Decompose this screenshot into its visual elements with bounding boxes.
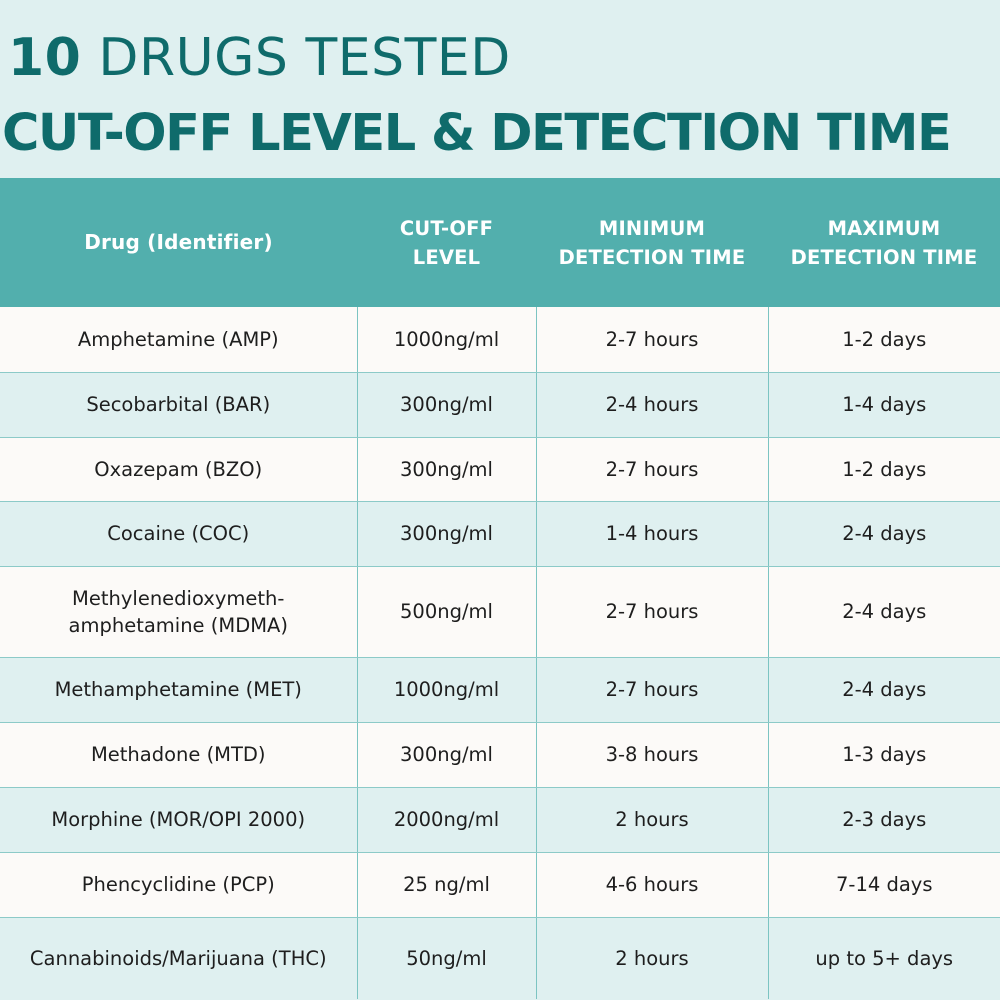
cell-drug-text: Methylenedioxymeth-amphetamine (MDMA): [68, 586, 288, 637]
cell-max-time: 1-4 days: [768, 372, 1000, 438]
table-row: Methylenedioxymeth-amphetamine (MDMA) 50…: [0, 566, 1000, 658]
cell-min-time: 2 hours: [536, 917, 769, 999]
cell-min-time: 3-8 hours: [536, 722, 769, 788]
table-body: Amphetamine (AMP) 1000ng/ml 2-7 hours 1-…: [0, 307, 1000, 999]
header-drug: Drug (Identifier): [84, 230, 273, 254]
table-header-row: Drug (Identifier) CUT-OFF LEVEL MINIMUM …: [0, 178, 1000, 307]
cell-min-time: 4-6 hours: [536, 852, 769, 918]
cell-max-time: 1-3 days: [768, 722, 1000, 788]
header-cutoff: CUT-OFF LEVEL: [357, 178, 536, 307]
cell-cutoff: 300ng/ml: [357, 437, 537, 502]
cell-cutoff: 500ng/ml: [357, 566, 537, 658]
table-row: Phencyclidine (PCP) 25 ng/ml 4-6 hours 7…: [0, 852, 1000, 918]
table-row: Methadone (MTD) 300ng/ml 3-8 hours 1-3 d…: [0, 722, 1000, 788]
cell-max-time: 1-2 days: [768, 307, 1000, 373]
page-title: 10 DRUGS TESTED: [8, 28, 511, 88]
cell-max-time: 2-3 days: [768, 787, 1000, 853]
cell-cutoff: 1000ng/ml: [357, 657, 537, 723]
cell-max-time: 2-4 days: [768, 566, 1000, 658]
title-text: DRUGS TESTED: [98, 28, 511, 88]
cell-cutoff: 2000ng/ml: [357, 787, 537, 853]
cell-min-time: 2-4 hours: [536, 372, 769, 438]
drug-table: Drug (Identifier) CUT-OFF LEVEL MINIMUM …: [0, 178, 1000, 999]
cell-drug: Phencyclidine (PCP): [0, 852, 358, 918]
table-row: Cannabinoids/Marijuana (THC) 50ng/ml 2 h…: [0, 917, 1000, 999]
header-cutoff-label: CUT-OFF LEVEL: [399, 216, 494, 269]
cell-drug: Cocaine (COC): [0, 501, 358, 567]
table-row: Amphetamine (AMP) 1000ng/ml 2-7 hours 1-…: [0, 307, 1000, 373]
cell-drug: Oxazepam (BZO): [0, 437, 358, 502]
cell-max-time: 2-4 days: [768, 657, 1000, 723]
cell-drug: Morphine (MOR/OPI 2000): [0, 787, 358, 853]
cell-max-time: 2-4 days: [768, 501, 1000, 567]
cell-min-time: 2-7 hours: [536, 437, 769, 502]
drug-count: 10: [8, 28, 82, 88]
cell-max-time: 7-14 days: [768, 852, 1000, 918]
cell-cutoff: 300ng/ml: [357, 722, 537, 788]
cell-min-time: 2-7 hours: [536, 657, 769, 723]
cell-cutoff: 25 ng/ml: [357, 852, 537, 918]
cell-cutoff: 50ng/ml: [357, 917, 537, 999]
cell-cutoff: 300ng/ml: [357, 372, 537, 438]
cell-min-time: 2-7 hours: [536, 307, 769, 373]
header-min-time-label: MINIMUM DETECTION TIME: [558, 216, 746, 269]
cell-drug: Secobarbital (BAR): [0, 372, 358, 438]
table-row: Methamphetamine (MET) 1000ng/ml 2-7 hour…: [0, 657, 1000, 723]
cell-drug: Methadone (MTD): [0, 722, 358, 788]
header-max-time: MAXIMUM DETECTION TIME: [768, 178, 1000, 307]
cell-max-time: 1-2 days: [768, 437, 1000, 502]
cell-max-time: up to 5+ days: [815, 946, 954, 970]
cell-cutoff: 1000ng/ml: [357, 307, 537, 373]
cell-drug: Methylenedioxymeth-amphetamine (MDMA): [0, 566, 358, 658]
table-row: Oxazepam (BZO) 300ng/ml 2-7 hours 1-2 da…: [0, 437, 1000, 502]
cell-drug: Amphetamine (AMP): [0, 307, 358, 373]
cell-min-time: 2-7 hours: [536, 566, 769, 658]
table-row: Secobarbital (BAR) 300ng/ml 2-4 hours 1-…: [0, 372, 1000, 438]
cell-cutoff: 300ng/ml: [357, 501, 537, 567]
title-block: 10 DRUGS TESTED CUT-OFF LEVEL & DETECTIO…: [0, 0, 1000, 178]
header-max-time-label: MAXIMUM DETECTION TIME: [790, 216, 978, 269]
header-min-time: MINIMUM DETECTION TIME: [536, 178, 768, 307]
cell-drug: Methamphetamine (MET): [0, 657, 358, 723]
cell-min-time: 2 hours: [536, 787, 769, 853]
cell-drug: Cannabinoids/Marijuana (THC): [0, 917, 358, 999]
table-row: Cocaine (COC) 300ng/ml 1-4 hours 2-4 day…: [0, 501, 1000, 567]
page-subtitle: CUT-OFF LEVEL & DETECTION TIME: [2, 104, 952, 163]
cell-min-time: 1-4 hours: [536, 501, 769, 567]
table-row: Morphine (MOR/OPI 2000) 2000ng/ml 2 hour…: [0, 787, 1000, 853]
